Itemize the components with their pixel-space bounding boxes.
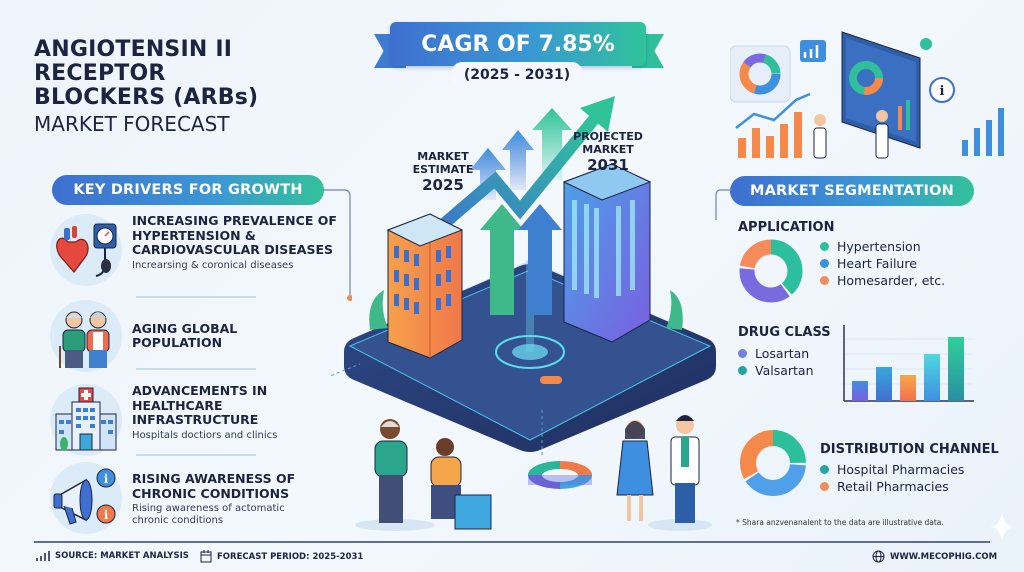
svg-text:i: i: [104, 508, 109, 522]
driver-title-line: AGING GLOBAL: [132, 320, 238, 336]
bar-chart-icon: [36, 551, 50, 561]
megaphone-icon: i i: [50, 462, 122, 534]
driver-title: ADVANCEMENTS IN HEALTHCARE INFRASTRUCTUR…: [132, 383, 277, 428]
cagr-banner: CAGR OF 7.85%: [390, 22, 646, 66]
legend-item: Heart Failure: [820, 255, 945, 272]
driver-description: Rising awareness of actomatic chronic co…: [132, 503, 295, 527]
legend-item: Losartan: [738, 345, 814, 362]
people-illustration: [355, 415, 712, 531]
elderly-couple-icon: [50, 300, 122, 372]
driver-title: RISING AWARENESS OF CHRONIC CONDITIONS: [132, 471, 296, 501]
legend-item: Valsartan: [738, 362, 814, 379]
page-title: ANGIOTENSIN II RECEPTOR BLOCKERS (ARBs) …: [34, 37, 354, 137]
legend-dot-icon: [820, 482, 829, 491]
legend-dot-icon: [820, 276, 829, 285]
driver-item-healthcare: ADVANCEMENTS IN HEALTHCARE INFRASTRUCTUR…: [50, 383, 350, 456]
driver-item-hypertension: INCREASING PREVALENCE OF HYPERTENSION & …: [50, 213, 350, 286]
legend-item: Homesarder, etc.: [820, 272, 945, 289]
market-estimate-line: ESTIMATE: [412, 163, 474, 176]
heart-blood-pressure-icon: [50, 214, 122, 286]
title-line-1: ANGIOTENSIN II: [34, 37, 233, 62]
legend-item: Hospital Pharmacies: [820, 461, 964, 478]
driver-title-line: HEALTHCARE: [132, 397, 223, 413]
footer-source: SOURCE: MARKET ANALYSIS: [36, 550, 189, 562]
title-line-2: RECEPTOR: [34, 61, 166, 86]
hospital-icon: [50, 384, 122, 456]
market-growth-illustration: [330, 96, 716, 489]
divider: [136, 296, 256, 298]
projected-market-year: 2031: [587, 156, 629, 174]
driver-item-aging: AGING GLOBAL POPULATION: [50, 300, 350, 372]
legend-label: Retail Pharmacies: [837, 479, 949, 494]
driver-title: AGING GLOBAL POPULATION: [132, 320, 238, 351]
analytics-dashboard-illustration: i: [730, 31, 1004, 159]
driver-title: INCREASING PREVALENCE OF HYPERTENSION & …: [132, 213, 337, 258]
driver-description-line: chronic conditions: [132, 515, 224, 526]
legend-label: Losartan: [755, 346, 810, 361]
market-estimate-label: MARKET ESTIMATE 2025: [398, 150, 488, 194]
driver-title-line: INCREASING PREVALENCE OF: [132, 213, 337, 228]
legend-dot-icon: [820, 242, 829, 251]
legend-item: Hypertension: [820, 238, 945, 255]
projected-market-line: MARKET: [582, 143, 634, 156]
driver-title-line: POPULATION: [132, 335, 223, 350]
drug-class-title: DRUG CLASS: [738, 325, 831, 340]
projected-market-label: PROJECTED MARKET 2031: [566, 130, 650, 174]
drug-class-legend: Losartan Valsartan: [738, 345, 814, 379]
driver-title-line: ADVANCEMENTS IN: [132, 383, 268, 398]
driver-description-line: Rising awareness of actomatic: [132, 503, 285, 514]
distribution-legend: Hospital Pharmacies Retail Pharmacies: [820, 461, 964, 495]
driver-item-awareness: i i RISING AWARENESS OF CHRONIC CONDITIO…: [50, 462, 350, 534]
legend-label: Hospital Pharmacies: [837, 462, 965, 477]
title-line-3: BLOCKERS (ARBs): [34, 85, 259, 110]
legend-label: Homesarder, etc.: [837, 273, 946, 288]
source-text: SOURCE: MARKET ANALYSIS: [55, 551, 189, 561]
globe-icon: [872, 550, 885, 563]
legend-dot-icon: [738, 366, 747, 375]
distribution-channel-title: DISTRIBUTION CHANNEL: [820, 442, 999, 457]
driver-title-line: CHRONIC CONDITIONS: [132, 485, 290, 501]
drug-class-bar-chart: [843, 325, 974, 402]
illustrative-data-note: * Shara anzvenanalent to the data are il…: [736, 518, 944, 527]
market-segmentation-heading: MARKET SEGMENTATION: [730, 176, 974, 206]
application-donut-chart: [739, 239, 803, 303]
footer-divider: [34, 541, 990, 543]
driver-title-line: HYPERTENSION &: [132, 227, 256, 243]
legend-item: Retail Pharmacies: [820, 478, 964, 495]
driver-description: Hospitals doctiors and clinics: [132, 429, 278, 441]
legend-dot-icon: [820, 465, 829, 474]
connector-line-icon: [715, 189, 732, 220]
driver-title-line: CARDIOVASCULAR DISEASES: [132, 242, 334, 257]
title-line-4: MARKET FORECAST: [34, 112, 230, 136]
cagr-period: (2025 - 2031): [452, 62, 582, 88]
market-estimate-year: 2025: [422, 176, 464, 194]
connector-line-icon: [322, 189, 352, 301]
forecast-period-text: FORECAST PERIOD: 2025-2031: [217, 551, 364, 562]
projected-market-line: PROJECTED: [573, 130, 643, 143]
svg-text:i: i: [940, 84, 945, 99]
legend-label: Heart Failure: [837, 256, 917, 271]
driver-title-line: RISING AWARENESS OF: [132, 471, 296, 486]
market-estimate-line: MARKET: [417, 150, 469, 163]
footer-website[interactable]: WWW.MECOPHIG.COM: [872, 550, 997, 563]
distribution-donut-chart: [740, 430, 806, 496]
calendar-icon: [200, 550, 212, 563]
application-title: APPLICATION: [738, 220, 835, 235]
application-legend: Hypertension Heart Failure Homesarder, e…: [820, 238, 945, 289]
website-link[interactable]: WWW.MECOPHIG.COM: [890, 551, 998, 562]
key-drivers-heading: KEY DRIVERS FOR GROWTH: [52, 175, 324, 205]
legend-dot-icon: [820, 259, 829, 268]
sparkle-icon: [990, 512, 1014, 542]
legend-label: Valsartan: [755, 363, 814, 378]
driver-description: Increarsing & coronical diseases: [132, 259, 294, 271]
legend-dot-icon: [738, 349, 747, 358]
svg-text:i: i: [104, 472, 109, 486]
legend-label: Hypertension: [837, 239, 921, 254]
divider: [136, 454, 256, 456]
divider: [136, 368, 256, 370]
driver-title-line: INFRASTRUCTURE: [132, 412, 259, 427]
footer-forecast: FORECAST PERIOD: 2025-2031: [200, 550, 363, 563]
